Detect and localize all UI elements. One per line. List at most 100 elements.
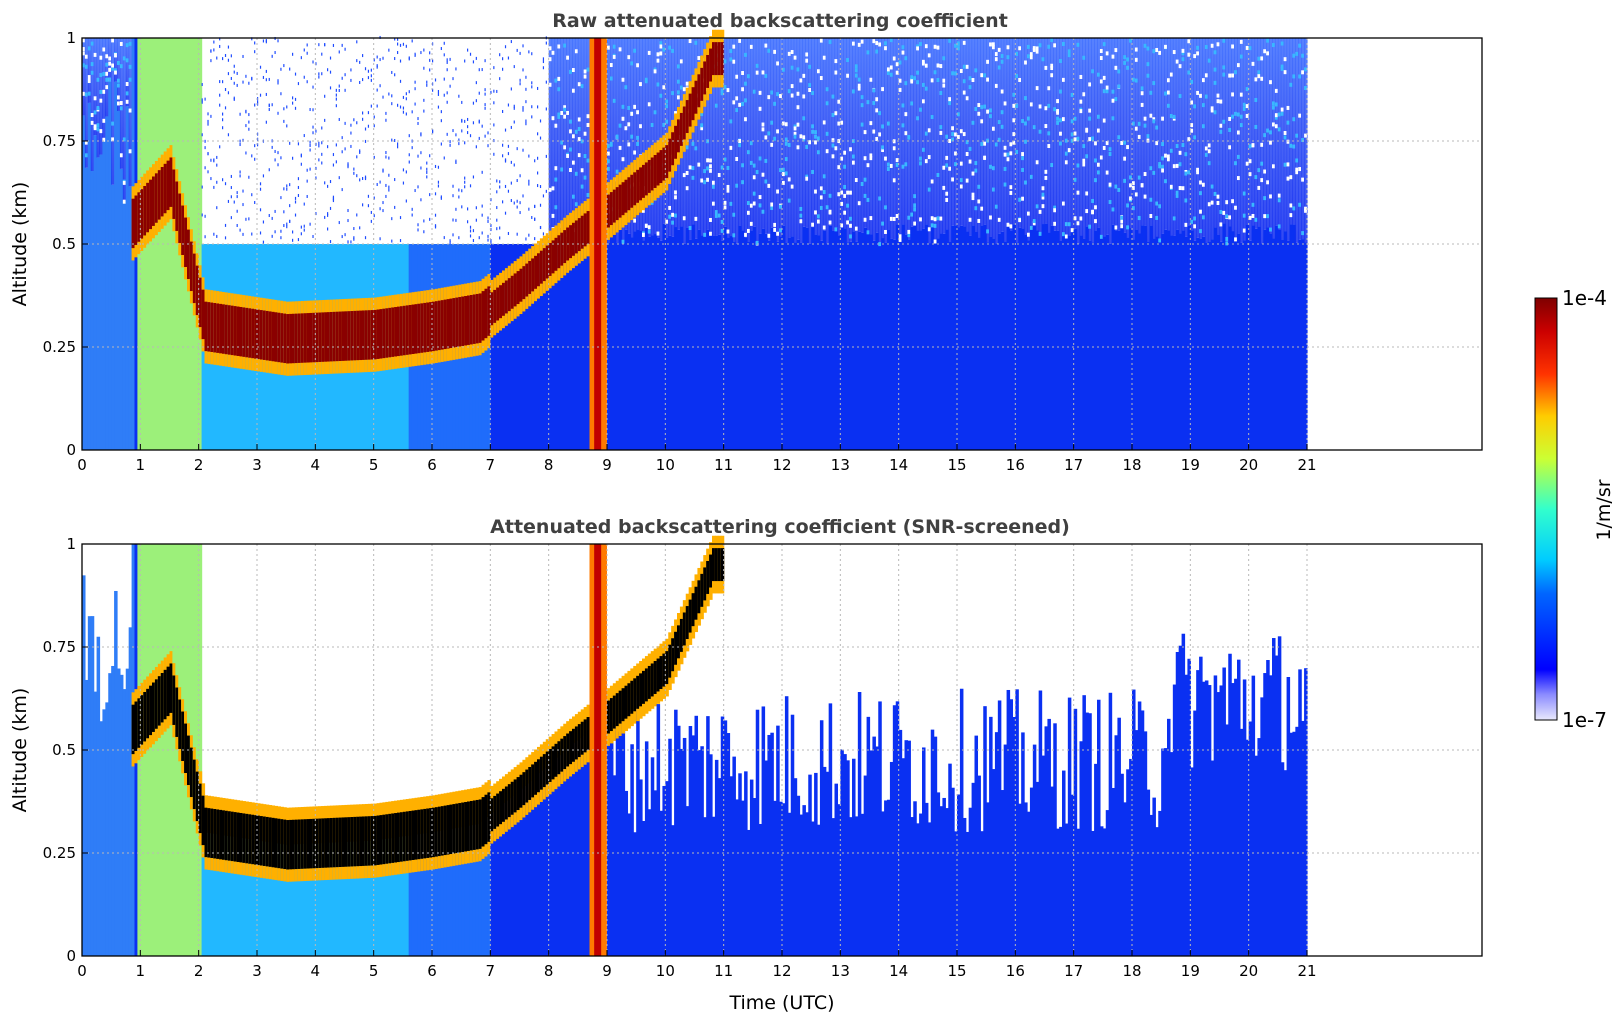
noise-band <box>1003 38 1008 242</box>
cloud-core <box>292 313 296 364</box>
noise-speckle <box>965 140 969 145</box>
noise-speckle <box>586 158 590 163</box>
noise-speckle <box>1213 80 1217 85</box>
noise-speckle <box>496 206 498 210</box>
noise-speckle <box>805 174 809 179</box>
cloud-core <box>356 310 360 361</box>
noise-speckle <box>542 57 545 61</box>
noise-speckle <box>1193 224 1197 229</box>
heatmap-cell <box>1292 731 1296 956</box>
cloud-core <box>379 309 384 359</box>
noise-speckle <box>720 219 724 224</box>
noise-speckle <box>347 209 349 213</box>
noise-band <box>910 38 914 227</box>
cloud-core <box>691 87 696 121</box>
noise-speckle <box>1202 78 1205 83</box>
heatmap-cell <box>1204 242 1209 450</box>
heatmap-cell <box>854 816 859 956</box>
noise-speckle <box>534 217 536 221</box>
heatmap-cell <box>1175 229 1180 450</box>
noise-speckle <box>685 171 689 176</box>
noise-band <box>703 38 707 237</box>
noise-speckle <box>525 87 527 91</box>
noise-band <box>1304 38 1308 243</box>
noise-speckle <box>1175 144 1179 149</box>
heatmap-cell <box>551 762 556 956</box>
cloud-core <box>467 295 471 345</box>
noise-band <box>866 38 871 234</box>
noise-speckle <box>292 96 294 100</box>
noise-speckle <box>344 88 346 92</box>
noise-speckle <box>1251 143 1255 148</box>
noise-speckle <box>283 224 285 228</box>
noise-speckle <box>656 58 660 63</box>
heatmap-cell <box>1041 224 1046 450</box>
noise-speckle <box>954 151 957 156</box>
noise-band <box>548 38 553 244</box>
noise-band <box>738 38 742 226</box>
noise-speckle <box>989 215 992 220</box>
noise-speckle <box>388 188 390 192</box>
heatmap-cell <box>1117 717 1121 956</box>
heatmap-cell <box>1187 658 1191 956</box>
heatmap-cell <box>665 237 669 450</box>
noise-speckle <box>388 185 390 189</box>
noise-speckle <box>490 239 492 243</box>
x-tick-label: 4 <box>311 962 321 980</box>
noise-band <box>942 38 946 234</box>
noise-band <box>125 38 130 107</box>
noise-speckle <box>300 232 302 236</box>
noise-speckle <box>989 42 992 47</box>
noise-speckle <box>446 60 448 64</box>
noise-speckle <box>773 227 777 232</box>
noise-band <box>639 38 643 231</box>
noise-speckle <box>992 187 995 192</box>
cloud-core <box>525 263 529 297</box>
noise-speckle <box>545 41 547 45</box>
noise-speckle <box>248 113 250 117</box>
noise-speckle <box>983 104 987 109</box>
cloud-core <box>429 302 433 352</box>
noise-speckle <box>1021 196 1024 201</box>
noise-speckle <box>1231 199 1234 204</box>
heatmap-cell <box>834 227 839 450</box>
heatmap-cell <box>1152 797 1156 956</box>
noise-band <box>857 38 862 232</box>
noise-speckle <box>1257 168 1261 173</box>
noise-speckle <box>843 193 847 198</box>
noise-speckle <box>957 135 960 140</box>
noise-speckle <box>414 189 416 193</box>
noise-speckle <box>248 217 250 221</box>
noise-speckle <box>1067 222 1071 227</box>
heatmap-cell <box>986 802 990 956</box>
noise-band <box>1067 38 1072 236</box>
noise-band <box>1172 38 1177 236</box>
noise-speckle <box>513 120 515 124</box>
heatmap-cell <box>1064 823 1069 956</box>
noise-speckle <box>1073 177 1077 182</box>
noise-speckle <box>784 137 788 142</box>
heatmap-cell <box>869 234 874 450</box>
noise-speckle <box>478 136 480 140</box>
noise-speckle <box>254 157 256 161</box>
noise-speckle <box>994 83 998 88</box>
noise-speckle <box>534 205 536 209</box>
noise-speckle <box>1062 41 1065 46</box>
noise-speckle <box>259 187 262 191</box>
noise-speckle <box>764 158 768 163</box>
noise-speckle <box>327 184 329 188</box>
noise-band <box>904 38 909 235</box>
heatmap-cell <box>1038 690 1043 956</box>
noise-speckle <box>1059 131 1062 136</box>
noise-band <box>656 38 661 238</box>
noise-speckle <box>516 205 518 209</box>
noise-band <box>787 38 792 238</box>
noise-speckle <box>335 143 337 147</box>
heatmap-cell <box>1149 814 1154 956</box>
noise-speckle <box>1172 114 1176 119</box>
heatmap-cell <box>149 544 153 956</box>
noise-speckle <box>627 142 631 147</box>
cloud-core <box>414 810 419 860</box>
noise-speckle <box>93 52 97 57</box>
noise-speckle <box>242 203 244 207</box>
